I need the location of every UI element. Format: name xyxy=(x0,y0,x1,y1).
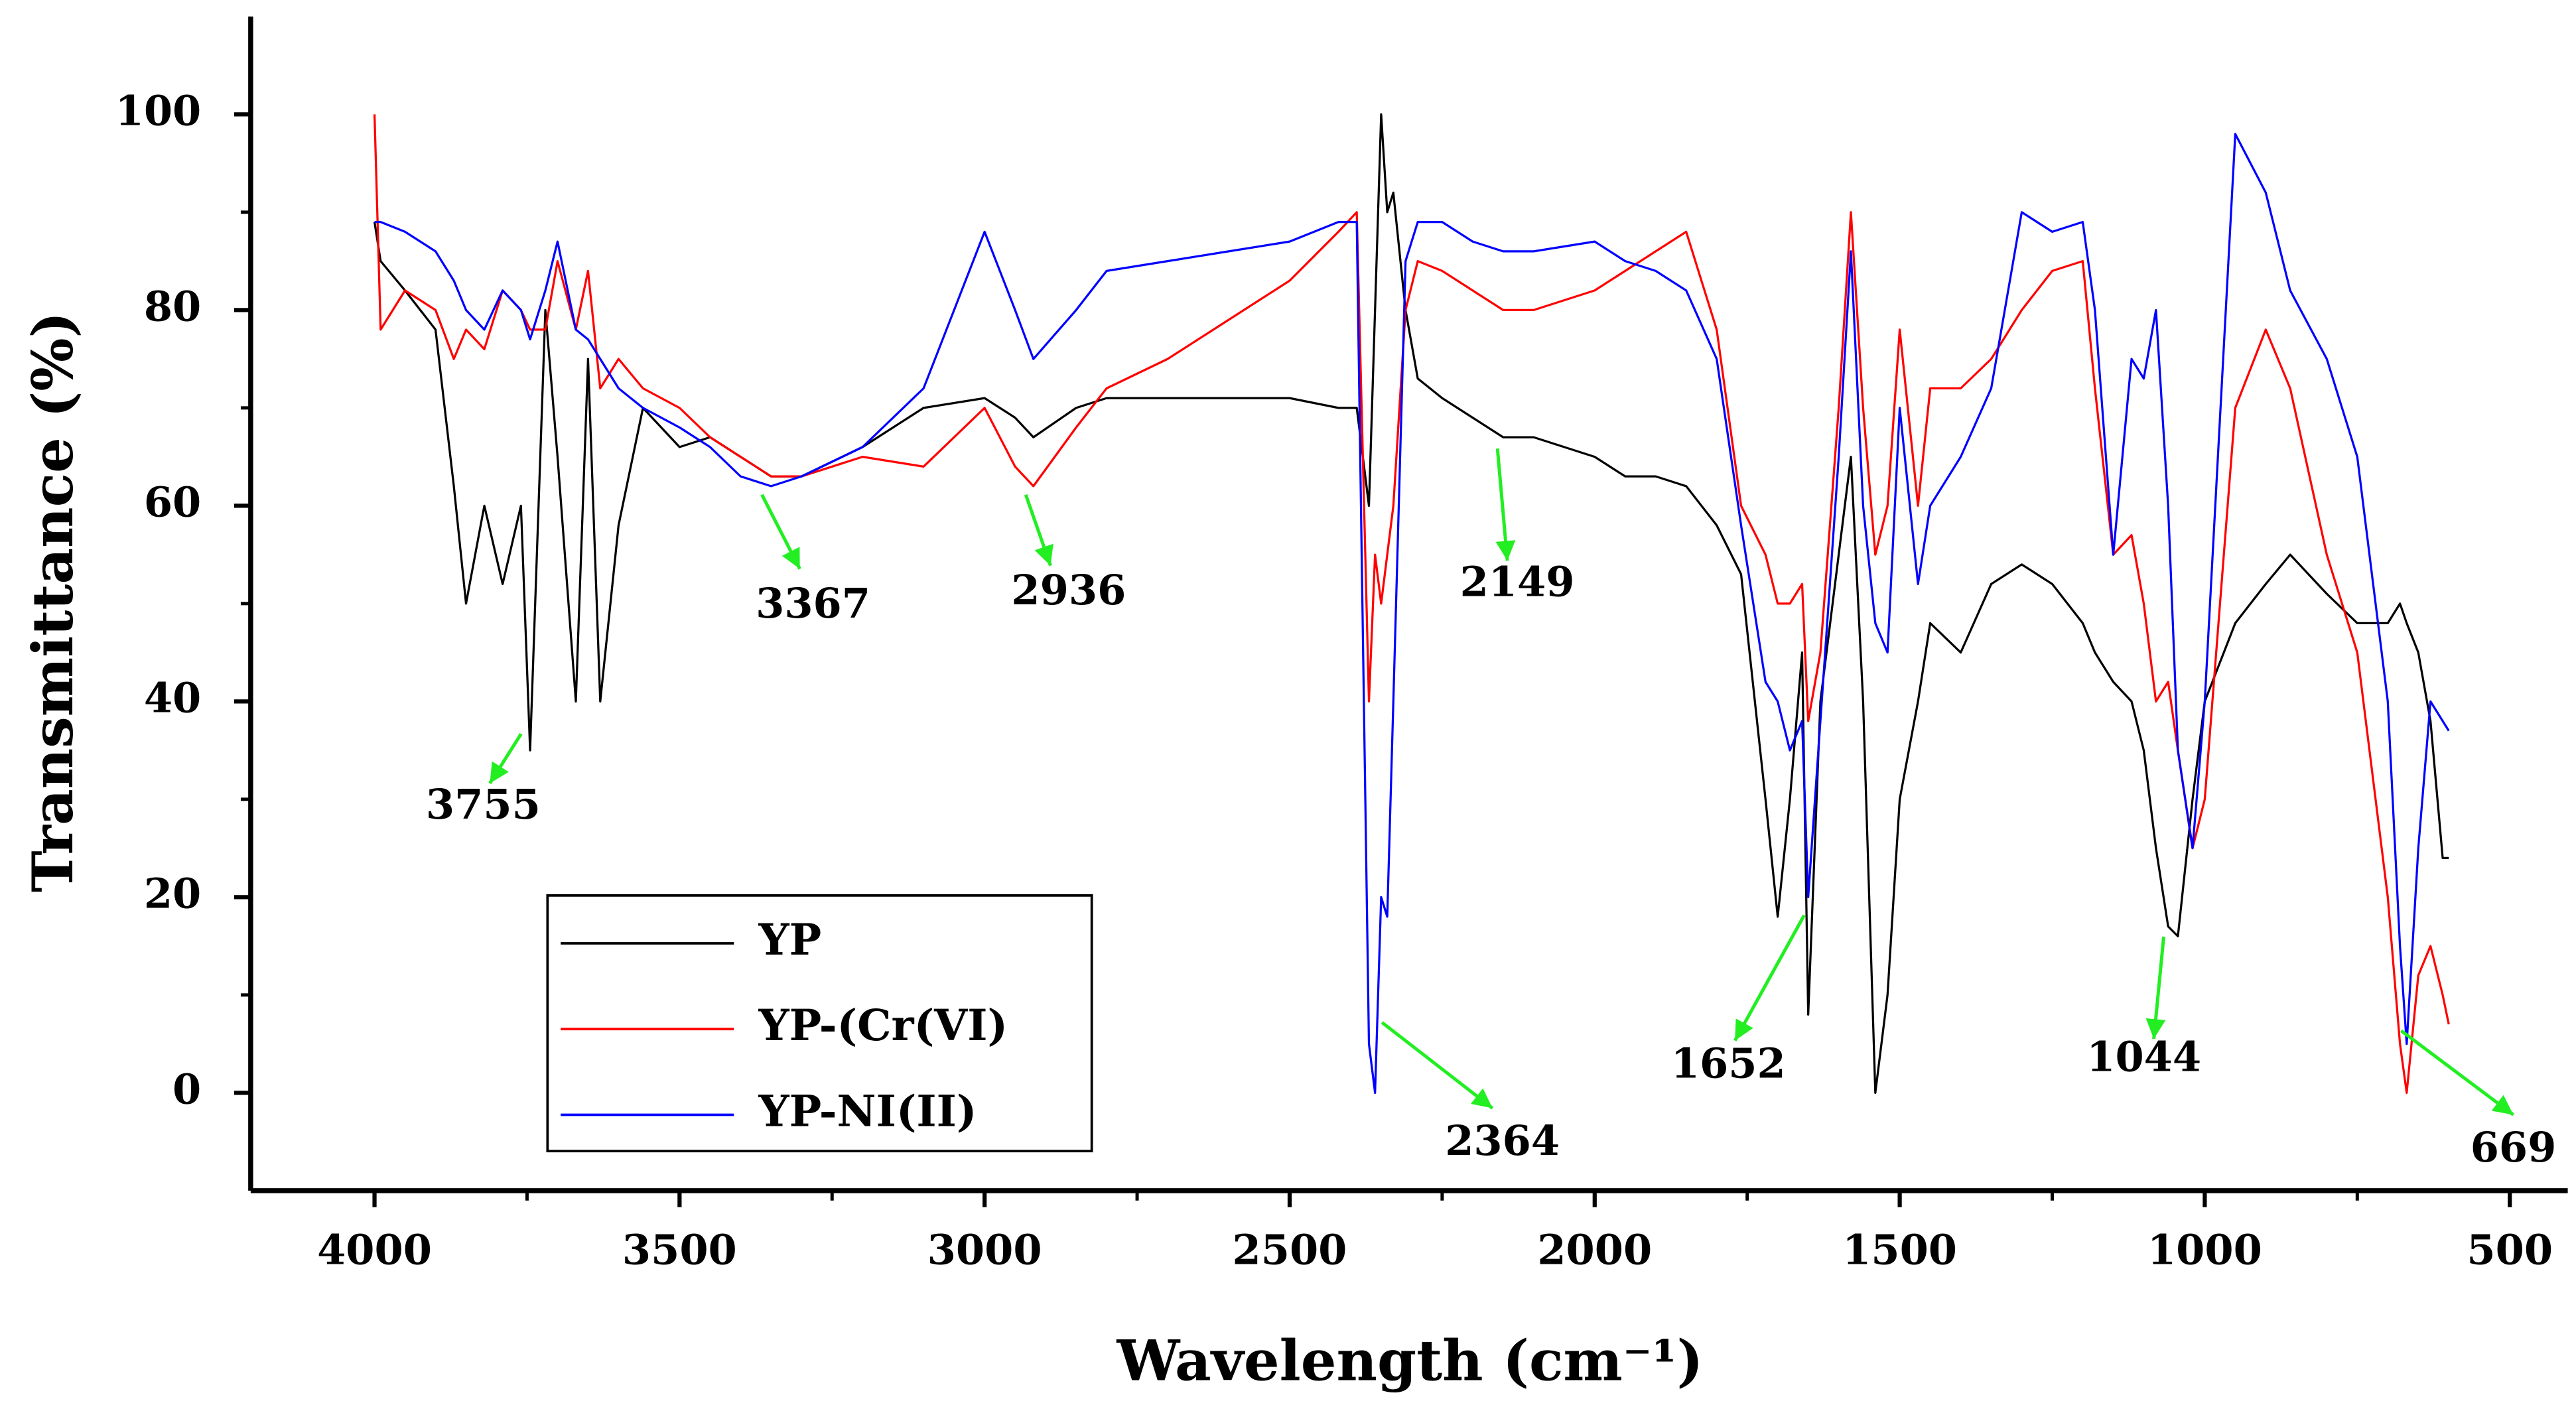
annotation-arrow xyxy=(2400,1029,2515,1116)
annotation-arrowhead xyxy=(1735,1018,1753,1041)
annotation-label: 1652 xyxy=(1671,1039,1786,1087)
x-tick-label: 1000 xyxy=(2147,1225,2262,1274)
annotation-arrowhead xyxy=(490,761,509,783)
x-tick-label: 4000 xyxy=(317,1225,432,1274)
annotation-label: 669 xyxy=(2471,1123,2557,1172)
y-axis-label: Transmittance (%) xyxy=(20,311,86,892)
annotation-arrowhead xyxy=(1471,1088,1493,1109)
annotation-label: 2936 xyxy=(1011,566,1126,614)
y-tick-label: 100 xyxy=(115,86,202,135)
x-tick-label: 3000 xyxy=(927,1225,1042,1274)
y-tick-label: 20 xyxy=(144,869,201,917)
annotation-label: 1044 xyxy=(2086,1032,2201,1081)
annotation-arrowhead xyxy=(1034,543,1053,566)
x-tick-label: 2000 xyxy=(1537,1225,1652,1274)
legend-box xyxy=(546,894,1093,1153)
y-tick-label: 40 xyxy=(144,673,201,722)
annotation-arrow xyxy=(1733,914,1806,1041)
y-tick-label: 80 xyxy=(144,282,201,330)
annotation-label: 3755 xyxy=(426,780,541,829)
y-tick-label: 0 xyxy=(172,1065,201,1113)
legend-label: YP-(Cr(VI) xyxy=(758,1000,1008,1051)
legend-label: YP xyxy=(758,915,822,965)
annotation-arrowhead xyxy=(1495,540,1516,561)
series-line xyxy=(373,114,2450,1094)
x-tick-label: 1500 xyxy=(1842,1225,1957,1274)
annotation-label: 3367 xyxy=(756,579,870,628)
series-line xyxy=(374,133,2450,1094)
x-tick-label: 2500 xyxy=(1233,1225,1347,1274)
legend-label: YP-NI(II) xyxy=(758,1087,977,1137)
annotation-arrow xyxy=(1381,1021,1494,1110)
annotation-arrowhead xyxy=(781,547,800,569)
annotation-arrowhead xyxy=(2145,1018,2166,1040)
annotation-label: 2149 xyxy=(1460,558,1575,606)
y-tick-label: 60 xyxy=(144,478,201,526)
annotation-label: 2364 xyxy=(1445,1116,1560,1165)
x-tick-label: 500 xyxy=(2467,1225,2553,1274)
annotation-arrowhead xyxy=(2491,1095,2514,1115)
x-tick-label: 3500 xyxy=(622,1225,737,1274)
series-line xyxy=(373,113,2449,1094)
x-axis-label: Wavelength (cm⁻¹) xyxy=(1116,1327,1703,1393)
